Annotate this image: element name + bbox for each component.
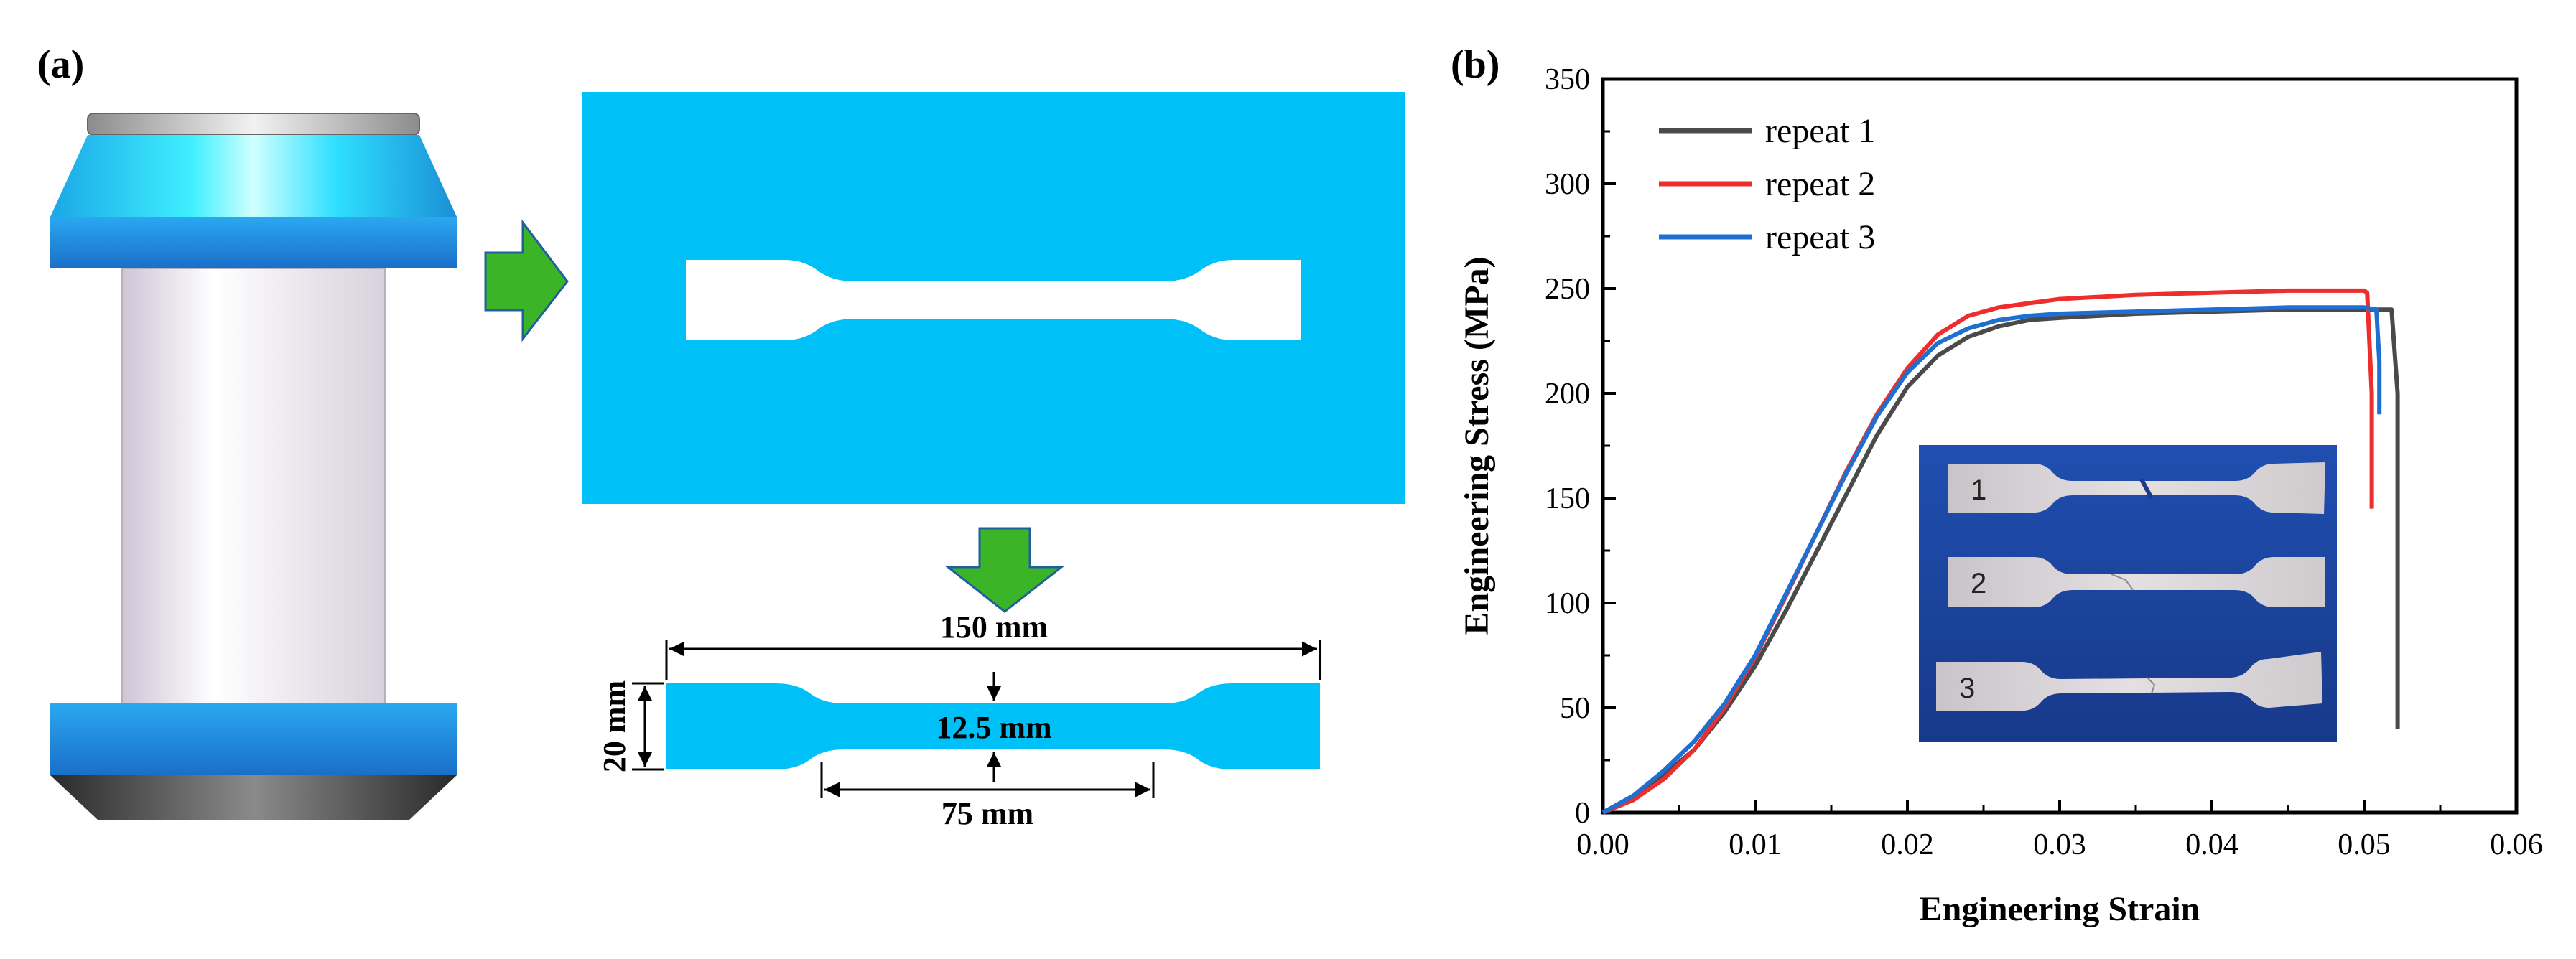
- down-arrow-icon: [944, 527, 1065, 613]
- stress-strain-chart: 0.00 0.01 0.02 0.03 0.04 0.05 0.06 0 50 100 150 200…: [1458, 63, 2543, 928]
- length-dimension-label: 150 mm: [940, 609, 1048, 645]
- x-tick-label-5: 0.05: [2338, 828, 2391, 861]
- inset-label-3: 3: [1959, 673, 1975, 704]
- gauge-width-label: 12.5 mm: [936, 710, 1051, 745]
- panel-b-label: (b): [1451, 42, 1499, 87]
- series-line-repeat-2: [1601, 288, 2374, 815]
- y-tick-label-2: 100: [1545, 587, 1590, 620]
- inset-label-1: 1: [1971, 474, 1986, 506]
- dogbone-specimen: [666, 683, 1320, 769]
- x-tick-label-6: 0.06: [2490, 828, 2543, 861]
- legend-label-repeat-2: repeat 2: [1765, 165, 1875, 203]
- dimension-lines: [632, 640, 1321, 798]
- y-tick-label-7: 350: [1545, 63, 1590, 96]
- x-tick-label-3: 0.03: [2033, 828, 2086, 861]
- beverage-can-illustration: [50, 113, 457, 820]
- y-tick-label-6: 300: [1545, 168, 1590, 201]
- panel-a-label: (a): [37, 42, 84, 87]
- x-axis-title: Engineering Strain: [1920, 890, 2200, 928]
- y-tick-label-0: 0: [1575, 797, 1590, 830]
- gauge-length-label: 75 mm: [941, 796, 1033, 831]
- x-tick-label-2: 0.02: [1881, 828, 1934, 861]
- x-tick-label-1: 0.01: [1729, 828, 1782, 861]
- chart-legend: repeat 1 repeat 2 repeat 3: [1659, 112, 1875, 256]
- legend-label-repeat-3: repeat 3: [1765, 218, 1875, 256]
- width-dimension-label: 20 mm: [597, 680, 632, 772]
- inset-label-2: 2: [1971, 568, 1986, 599]
- y-tick-label-1: 50: [1560, 692, 1590, 725]
- legend-label-repeat-1: repeat 1: [1765, 112, 1875, 150]
- x-tick-label-4: 0.04: [2185, 828, 2238, 861]
- sheet-with-cutout: [582, 92, 1405, 504]
- y-tick-label-5: 250: [1545, 273, 1590, 306]
- series-line-repeat-3: [1601, 305, 2382, 815]
- right-arrow-icon: [484, 219, 569, 342]
- x-tick-label-0: 0.00: [1576, 828, 1629, 861]
- y-tick-label-4: 200: [1545, 378, 1590, 411]
- y-axis-title: Engineering Stress (MPa): [1458, 256, 1496, 635]
- y-tick-label-3: 150: [1545, 482, 1590, 515]
- fractured-specimens-photo: 1 2 3: [1919, 445, 2337, 742]
